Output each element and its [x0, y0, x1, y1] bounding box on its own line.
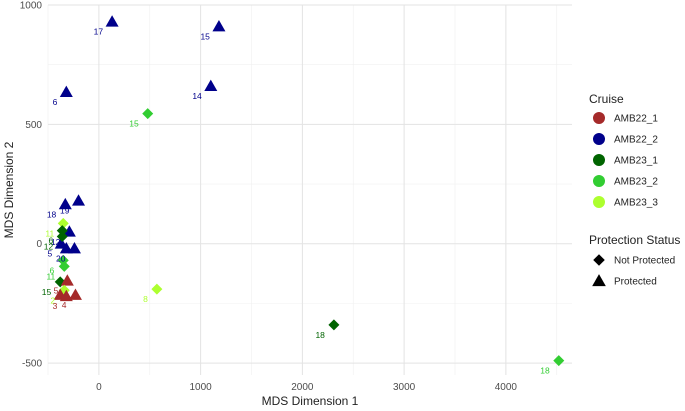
data-point-triangle [59, 241, 73, 254]
legend-diamond-icon [593, 254, 605, 266]
point-label: 18 [540, 366, 550, 376]
point-label: 6 [50, 265, 55, 275]
data-point-diamond [56, 231, 68, 243]
data-point-diamond [56, 225, 68, 237]
color-legend-items: AMB22_1 AMB22_2 AMB23_1 AMB23_2 AMB23_3 [593, 112, 658, 209]
data-point-diamond [57, 217, 69, 229]
legend-color-label: AMB22_2 [614, 135, 658, 146]
shape-legend-title: Protection Status [589, 233, 680, 247]
legend-color-swatch [593, 196, 605, 208]
data-point-triangle [67, 241, 81, 254]
y-tick-label: 1000 [20, 1, 43, 12]
data-point-triangle [204, 79, 218, 92]
data-point-diamond [553, 355, 565, 367]
data-point-triangle [62, 225, 76, 237]
legend-color-swatch [593, 154, 605, 166]
point-label: 14 [192, 91, 202, 101]
y-tick-label: 0 [36, 239, 42, 250]
x-tick-label: 2000 [291, 382, 314, 393]
y-tick-label: -500 [22, 359, 42, 370]
point-label: 11 [45, 228, 54, 238]
point-label: 15 [129, 119, 139, 129]
legend-triangle-icon [592, 274, 606, 287]
legend-color-label: AMB23_1 [614, 156, 658, 167]
data-point-triangle [58, 197, 72, 210]
point-label: 15 [200, 31, 210, 41]
color-legend-title: Cruise [589, 92, 624, 106]
plot-panel [48, 5, 572, 375]
grid-lines [47, 4, 572, 375]
point-label: 18 [315, 330, 325, 340]
legend-color-label: AMB23_2 [614, 177, 658, 188]
data-point-triangle [68, 288, 82, 300]
point-label: 19 [60, 206, 70, 216]
legend-shape-label: Protected [614, 277, 657, 288]
legend-color-swatch [593, 112, 605, 124]
data-point-triangle [59, 289, 73, 302]
point-label: 18 [47, 209, 57, 219]
data-point-diamond [57, 254, 69, 266]
point-label: 6 [49, 236, 54, 246]
legend-color-label: AMB23_3 [614, 198, 658, 209]
x-tick-label: 1000 [189, 382, 212, 393]
point-label: 5 [47, 249, 52, 259]
data-point-triangle [105, 15, 119, 27]
point-label: 5 [54, 286, 59, 296]
legend-color-label: AMB22_1 [614, 114, 658, 125]
point-label: 3 [53, 301, 58, 311]
x-tick-label: 0 [96, 382, 102, 393]
data-point-triangle [72, 194, 86, 206]
y-axis-title: MDS Dimension 2 [2, 141, 16, 238]
y-tick-label: 500 [25, 120, 42, 131]
legend-shape-label: Not Protected [614, 256, 675, 267]
legend-color-swatch [593, 175, 605, 187]
point-label: 11 [46, 271, 55, 281]
point-label: 6 [53, 97, 58, 107]
point-label: 12 [51, 237, 61, 247]
data-point-diamond [58, 260, 70, 272]
data-point-diamond [151, 283, 163, 295]
data-points [53, 15, 565, 367]
x-tick-label: 3000 [393, 382, 416, 393]
point-label: 12 [44, 242, 54, 252]
tick-labels: 0 1000 2000 3000 4000 -500 0 500 1000 [20, 1, 518, 394]
color-legend: Cruise AMB22_1 AMB22_2 AMB23_1 AMB23_2 AMB23… [589, 92, 658, 209]
data-point-diamond [328, 319, 340, 331]
point-label: 4 [62, 300, 67, 310]
point-label: 15 [42, 287, 52, 297]
legend-color-swatch [593, 133, 605, 145]
shape-legend: Protection Status Not Protected Protected [589, 233, 680, 288]
point-label: 8 [143, 294, 148, 304]
point-label: 17 [94, 27, 104, 37]
data-point-diamond [142, 108, 154, 120]
data-point-triangle [59, 85, 73, 98]
data-point-triangle [212, 19, 226, 32]
point-label: 2 [51, 295, 56, 305]
shape-legend-items: Not Protected Protected [592, 254, 675, 288]
point-label: 20 [56, 253, 66, 263]
x-axis-title: MDS Dimension 1 [262, 394, 359, 408]
data-point-triangle [60, 274, 74, 286]
x-tick-label: 4000 [495, 382, 518, 393]
